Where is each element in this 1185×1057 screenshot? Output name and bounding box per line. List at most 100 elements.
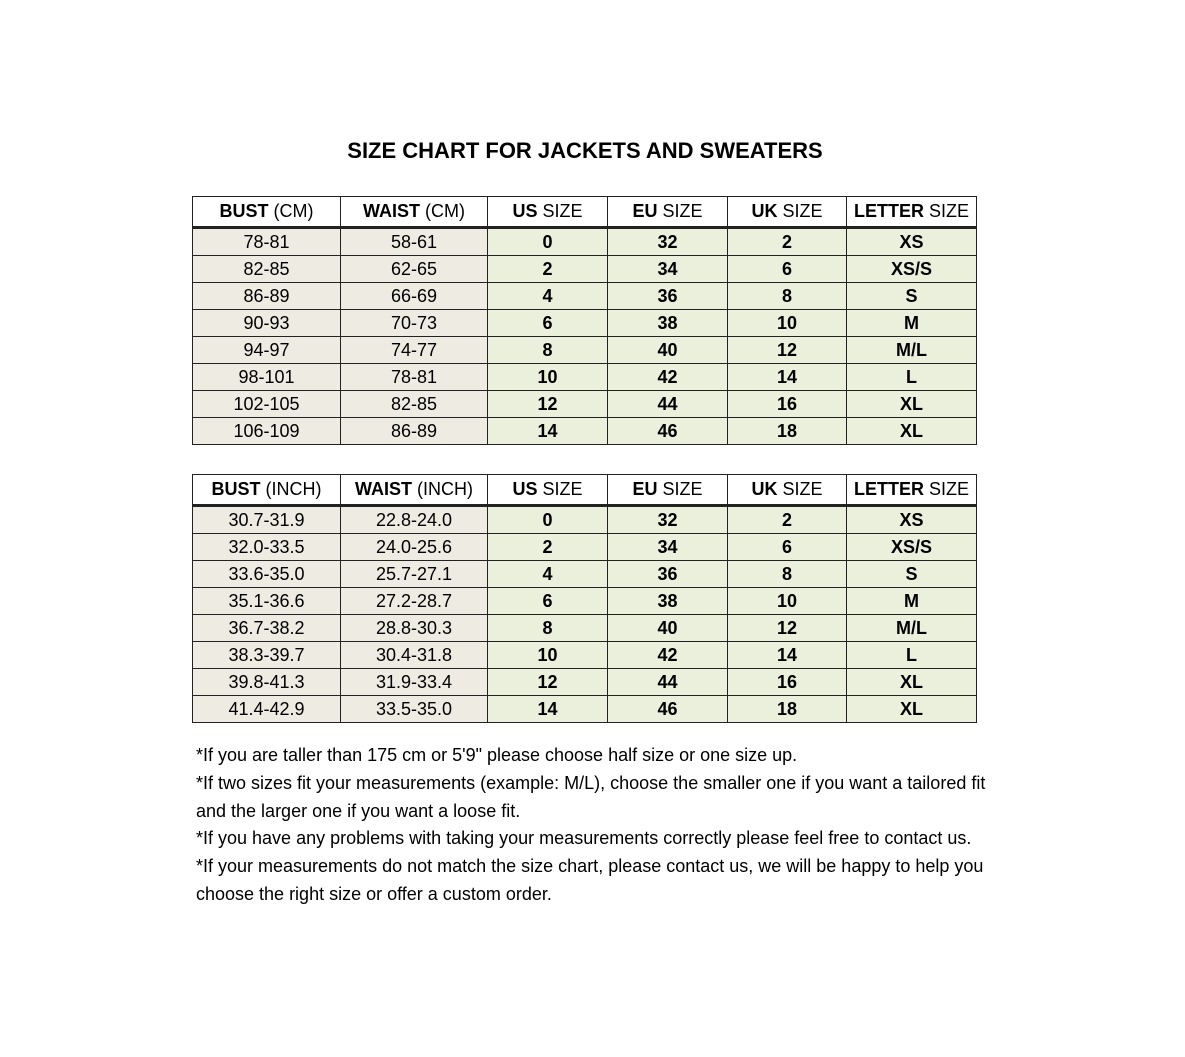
- header-unit: SIZE: [923, 201, 969, 221]
- table-cell: 90-93: [192, 309, 341, 337]
- table-row: 32.0-33.5 24.0-25.6 2 34 6 XS/S: [192, 533, 977, 561]
- table-cell: 42: [607, 641, 728, 669]
- header-unit: SIZE: [657, 479, 703, 499]
- table-cell: 18: [727, 695, 847, 723]
- table-cell: 38: [607, 309, 728, 337]
- table-cell: 98-101: [192, 363, 341, 391]
- table-cell: 16: [727, 390, 847, 418]
- table-cell: 38.3-39.7: [192, 641, 341, 669]
- table-cell: 14: [487, 695, 608, 723]
- header-unit: SIZE: [777, 479, 823, 499]
- column-header: EU SIZE: [607, 196, 728, 229]
- table-cell: 46: [607, 695, 728, 723]
- table-cell: S: [846, 282, 977, 310]
- table-cell: 86-89: [340, 417, 488, 445]
- table-cell: 2: [727, 227, 847, 256]
- table-cell: XL: [846, 390, 977, 418]
- table-cell: XL: [846, 417, 977, 445]
- header-unit: SIZE: [777, 201, 823, 221]
- table-cell: 82-85: [340, 390, 488, 418]
- table-cell: 102-105: [192, 390, 341, 418]
- table-row: 41.4-42.9 33.5-35.0 14 46 18 XL: [192, 695, 977, 723]
- note: *If you have any problems with taking yo…: [196, 828, 972, 849]
- table-cell: 35.1-36.6: [192, 587, 341, 615]
- header-bold: EU: [632, 479, 658, 499]
- table-cell: 4: [487, 282, 608, 310]
- size-table-cm: BUST (CM) WAIST (CM) US SIZE EU SIZE UK SIZE…: [192, 196, 977, 445]
- table-cell: 22.8-24.0: [340, 505, 488, 534]
- table-cell: XS/S: [846, 255, 977, 283]
- page-title: SIZE CHART FOR JACKETS AND SWEATERS: [347, 138, 823, 163]
- table-cell: XS: [846, 505, 977, 534]
- table-row: 86-89 66-69 4 36 8 S: [192, 282, 977, 310]
- table-cell: 10: [727, 587, 847, 615]
- table-cell: 14: [727, 641, 847, 669]
- column-header: WAIST (CM): [340, 196, 488, 229]
- table-cell: XS: [846, 227, 977, 256]
- table-cell: 32.0-33.5: [192, 533, 341, 561]
- column-header: EU SIZE: [607, 474, 728, 507]
- table-row: 39.8-41.3 31.9-33.4 12 44 16 XL: [192, 668, 977, 696]
- table-cell: 6: [727, 533, 847, 561]
- table-cell: 58-61: [340, 227, 488, 256]
- table-cell: 12: [727, 614, 847, 642]
- column-header: BUST (CM): [192, 196, 341, 229]
- table-row: 38.3-39.7 30.4-31.8 10 42 14 L: [192, 641, 977, 669]
- header-bold: UK: [751, 479, 778, 499]
- table-cell: 38: [607, 587, 728, 615]
- table-cell: 30.7-31.9: [192, 505, 341, 534]
- table-row: 106-109 86-89 14 46 18 XL: [192, 417, 977, 445]
- table-cell: 18: [727, 417, 847, 445]
- table-cell: 25.7-27.1: [340, 560, 488, 588]
- table-cell: 40: [607, 336, 728, 364]
- table-cell: XL: [846, 668, 977, 696]
- table-cell: M: [846, 587, 977, 615]
- table-cell: 34: [607, 255, 728, 283]
- table-cell: 78-81: [192, 227, 341, 256]
- table-cell: 86-89: [192, 282, 341, 310]
- note: *If you are taller than 175 cm or 5'9" p…: [196, 745, 798, 765]
- table-cell: 36: [607, 282, 728, 310]
- header-unit: (CM): [268, 201, 314, 221]
- table-row: 36.7-38.2 28.8-30.3 8 40 12 M/L: [192, 614, 977, 642]
- table-row: 102-105 82-85 12 44 16 XL: [192, 390, 977, 418]
- header-unit: (INCH): [260, 479, 322, 499]
- table-cell: 0: [487, 227, 608, 256]
- table-cell: 31.9-33.4: [340, 668, 488, 696]
- table-cell: 82-85: [192, 255, 341, 283]
- table-cell: 46: [607, 417, 728, 445]
- table-row: 90-93 70-73 6 38 10 M: [192, 309, 977, 337]
- table-cell: 34: [607, 533, 728, 561]
- table-cell: 12: [487, 390, 608, 418]
- table-row: 35.1-36.6 27.2-28.7 6 38 10 M: [192, 587, 977, 615]
- column-header: LETTER SIZE: [846, 196, 977, 229]
- table-cell: S: [846, 560, 977, 588]
- table-cell: 8: [487, 614, 608, 642]
- header-bold: EU: [632, 201, 658, 221]
- table-cell: 40: [607, 614, 728, 642]
- size-table-inch: BUST (INCH) WAIST (INCH) US SIZE EU SIZE UK …: [192, 474, 977, 723]
- column-header: BUST (INCH): [192, 474, 341, 507]
- header-bold: UK: [751, 201, 778, 221]
- table-cell: 32: [607, 505, 728, 534]
- table-cell: 66-69: [340, 282, 488, 310]
- table-cell: 14: [487, 417, 608, 445]
- table-cell: 24.0-25.6: [340, 533, 488, 561]
- table-cell: 33.6-35.0: [192, 560, 341, 588]
- header-bold: BUST: [211, 479, 261, 499]
- table-cell: 106-109: [192, 417, 341, 445]
- table-cell: 2: [487, 533, 608, 561]
- table-row: 98-101 78-81 10 42 14 L: [192, 363, 977, 391]
- table-cell: 8: [727, 282, 847, 310]
- table-cell: 10: [727, 309, 847, 337]
- table-cell: XL: [846, 695, 977, 723]
- table-cell: 74-77: [340, 336, 488, 364]
- table-cell: 2: [487, 255, 608, 283]
- column-header: UK SIZE: [727, 474, 847, 507]
- table-cell: 6: [727, 255, 847, 283]
- table-cell: 39.8-41.3: [192, 668, 341, 696]
- header-bold: LETTER: [853, 201, 924, 221]
- header-bold: BUST: [219, 201, 269, 221]
- table-cell: 44: [607, 390, 728, 418]
- table-cell: L: [846, 363, 977, 391]
